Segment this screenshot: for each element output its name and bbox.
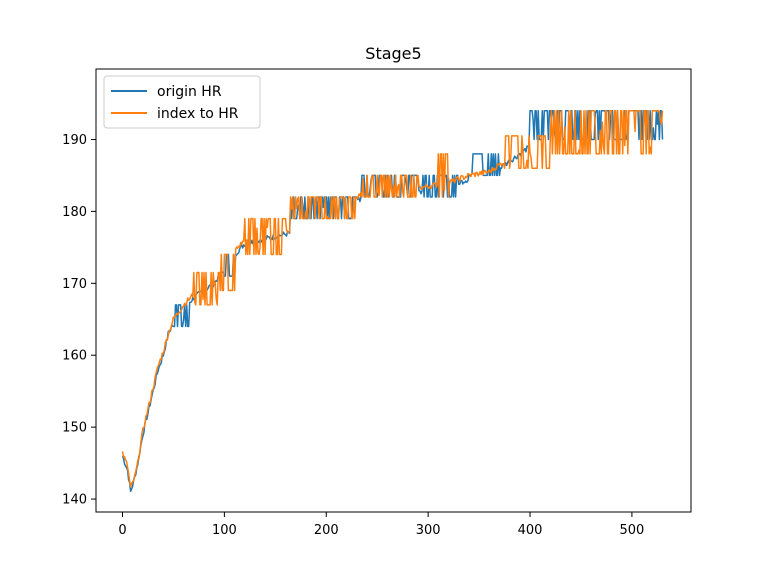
series-line-origin-hr [121, 109, 664, 493]
y-tick-label: 190 [62, 133, 87, 148]
x-tick-label: 200 [314, 523, 339, 538]
legend: origin HR index to HR [103, 75, 261, 129]
y-tick-label: 160 [62, 349, 87, 364]
legend-label-origin-hr: origin HR [157, 84, 222, 100]
chart-title: Stage5 [365, 44, 421, 63]
x-tick-label: 0 [118, 523, 126, 538]
y-tick-label: 150 [62, 421, 87, 436]
x-tick-label: 100 [212, 523, 237, 538]
ticks-layer: 0 100 200 300 400 500 140 150 160 170 180 190 [62, 133, 644, 538]
y-tick-label: 170 [62, 277, 87, 292]
x-tick-label: 400 [518, 523, 543, 538]
legend-box [103, 75, 261, 129]
plot-frame [95, 68, 692, 513]
x-tick-label: 500 [619, 523, 644, 538]
y-tick-label: 180 [62, 205, 87, 220]
x-tick-label: 300 [416, 523, 441, 538]
y-tick-label: 140 [62, 493, 87, 508]
series-layer [121, 109, 664, 493]
series-line-index-to-hr [121, 109, 664, 488]
legend-label-index-to-hr: index to HR [157, 106, 239, 122]
